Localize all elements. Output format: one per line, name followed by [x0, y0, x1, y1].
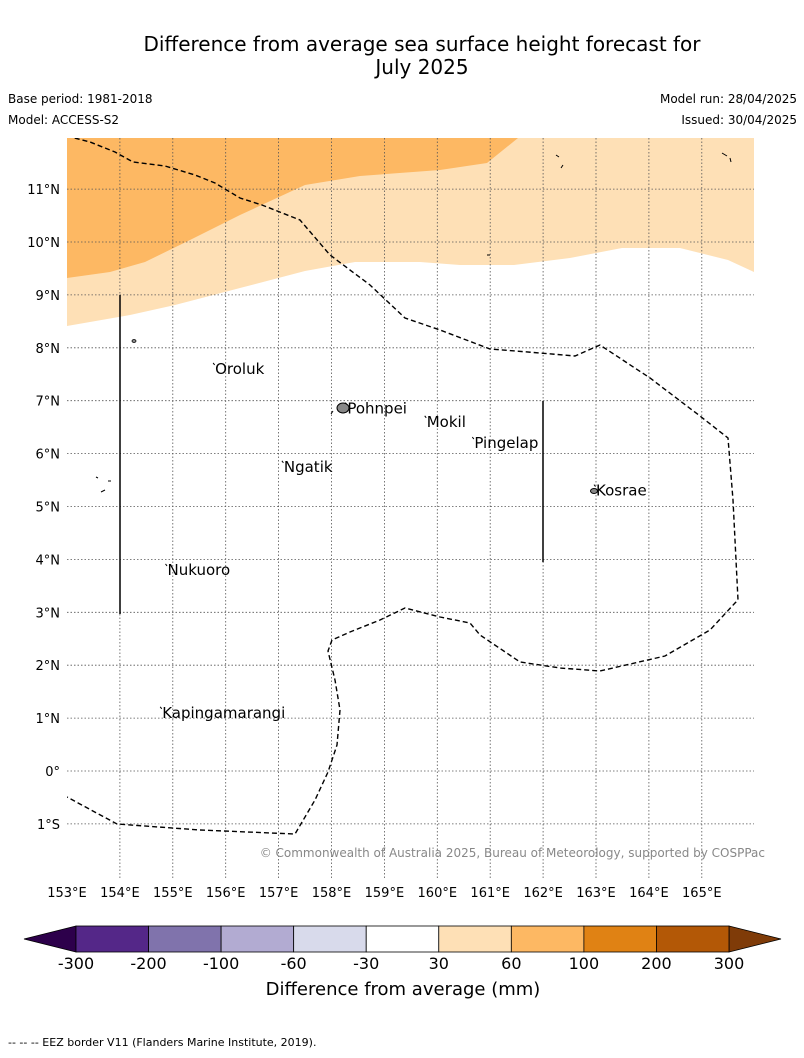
longitude-labels: 153°E 154°E 155°E 156°E 157°E 158°E 159°E 160°E… [47, 886, 721, 901]
place-label: Ngatik [284, 458, 333, 476]
colorbar-tick-label: 60 [501, 954, 521, 973]
colorbar-segment [510, 925, 585, 953]
colorbar-segment [293, 925, 367, 953]
pohnpei-island [336, 402, 350, 414]
place-label: Kosrae [596, 482, 647, 500]
latitude-label: 1°N [36, 712, 61, 727]
place-label: Nukuoro [168, 561, 231, 579]
colorbar-segment [656, 925, 730, 953]
model-label: Model: ACCESS-S2 [8, 113, 120, 127]
issued-label: Issued: 30/04/2025 [681, 113, 797, 127]
latitude-label: 7°N [36, 395, 61, 410]
longitude-label: 156°E [206, 886, 246, 901]
latitude-label: 0° [45, 765, 60, 780]
latitude-label: 11°N [27, 183, 60, 198]
latitude-label: 3°N [36, 606, 61, 621]
longitude-label: 163°E [576, 886, 616, 901]
longitude-label: 164°E [629, 886, 669, 901]
place-marker [593, 484, 596, 487]
place-marker [281, 460, 284, 464]
latitude-label: 8°N [36, 342, 61, 357]
islet [555, 152, 732, 169]
islet [95, 476, 111, 493]
islet [330, 254, 490, 415]
latitude-label: 2°N [36, 659, 61, 674]
latitude-label: 5°N [36, 501, 61, 516]
colorbar-tick-label: -60 [281, 954, 307, 973]
place-marker [212, 362, 216, 366]
colorbar-tick-label: 100 [569, 954, 600, 973]
colorbar-tick-label: -200 [130, 954, 166, 973]
longitude-label: 154°E [100, 886, 140, 901]
longitude-label: 162°E [523, 886, 563, 901]
longitude-label: 153°E [47, 886, 87, 901]
place-label: Pingelap [474, 434, 538, 452]
longitude-label: 165°E [682, 886, 722, 901]
longitude-label: 155°E [153, 886, 193, 901]
anomaly-field [67, 138, 754, 880]
place-label: Pohnpei [347, 400, 407, 418]
kosrae-island [590, 488, 598, 494]
latitude-label: 6°N [36, 448, 61, 463]
longitude-label: 157°E [259, 886, 299, 901]
longitude-label: 158°E [312, 886, 352, 901]
place-label: Kapingamarangi [162, 704, 285, 722]
colorbar-over-arrow [728, 925, 782, 953]
longitude-label: 160°E [418, 886, 458, 901]
place-label: Oroluk [215, 360, 264, 378]
copyright-text: © Commonwealth of Australia 2025, Bureau… [260, 846, 765, 860]
colorbar-tick-label: 30 [429, 954, 449, 973]
colorbar-title: Difference from average (mm) [266, 979, 541, 1000]
latitude-label: 4°N [36, 553, 61, 568]
colorbar-tick-label: -30 [353, 954, 379, 973]
colorbar-tick-label: -100 [203, 954, 239, 973]
place-marker [424, 415, 427, 419]
place-marker [159, 706, 163, 710]
place-labels: Oroluk Pohnpei Mokil Pingelap Ngatik Kosrae Nu… [159, 360, 647, 722]
colorbar-segment [220, 925, 295, 953]
model-run-label: Model run: 28/04/2025 [659, 92, 797, 106]
longitude-label: 159°E [365, 886, 405, 901]
colorbar-tick-label: 200 [641, 954, 672, 973]
longitude-label: 161°E [470, 886, 510, 901]
colorbar-segment [438, 925, 512, 953]
place-marker [471, 436, 475, 440]
place-label: Mokil [427, 413, 466, 431]
latitude-labels: 11°N 10°N 9°N 8°N 7°N 6°N 5°N 4°N 3°N 2°N 1°N 0° 1°S [27, 183, 60, 833]
latitude-label: 9°N [36, 289, 61, 304]
map-title: Difference from average sea surface heig… [0, 33, 804, 79]
title-line-2: July 2025 [375, 55, 469, 79]
place-marker [165, 563, 168, 567]
place-marker [344, 402, 348, 405]
eez-footnote: -- -- -- EEZ border V11 (Flanders Marine… [8, 1036, 317, 1049]
anomaly-band-60-100 [67, 138, 518, 278]
colorbar-tick-label: 300 [714, 954, 745, 973]
islet [131, 339, 137, 343]
latitude-label: 10°N [27, 236, 60, 251]
colorbar-segment [583, 925, 657, 953]
colorbar-segment [148, 925, 222, 953]
title-line-1: Difference from average sea surface heig… [143, 32, 701, 56]
colorbar-segment [75, 925, 149, 953]
colorbar-tick-label: -300 [58, 954, 94, 973]
colorbar: -300 -200 -100 -60 -30 30 60 100 200 300 [23, 925, 782, 973]
colorbar-under-arrow [23, 925, 77, 953]
base-period-label: Base period: 1981-2018 [8, 92, 153, 106]
eez-border-north [67, 138, 739, 835]
colorbar-segment [365, 925, 440, 953]
latitude-label: 1°S [37, 818, 60, 833]
